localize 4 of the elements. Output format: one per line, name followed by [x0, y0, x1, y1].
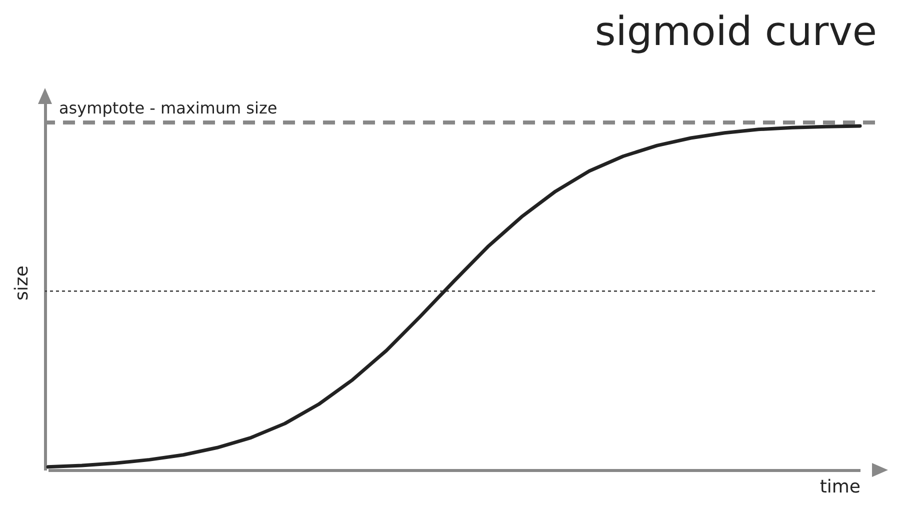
x-axis-title: time: [820, 476, 860, 498]
y-axis-title: size: [12, 266, 32, 300]
ref-line-label: asymptote - maximum size: [59, 98, 278, 118]
chart-title: sigmoid curve: [594, 9, 877, 55]
